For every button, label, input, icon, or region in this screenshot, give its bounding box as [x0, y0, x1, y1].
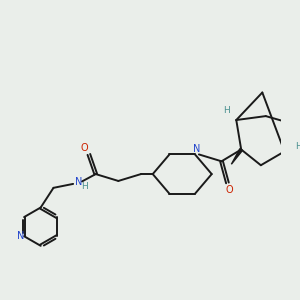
Text: N: N	[75, 177, 82, 187]
Text: H: H	[223, 106, 230, 115]
Text: N: N	[193, 144, 201, 154]
Text: H: H	[295, 142, 300, 151]
Text: H: H	[81, 182, 88, 191]
Text: N: N	[17, 231, 24, 241]
Text: O: O	[226, 185, 233, 195]
Text: O: O	[81, 142, 88, 152]
Polygon shape	[231, 148, 242, 164]
